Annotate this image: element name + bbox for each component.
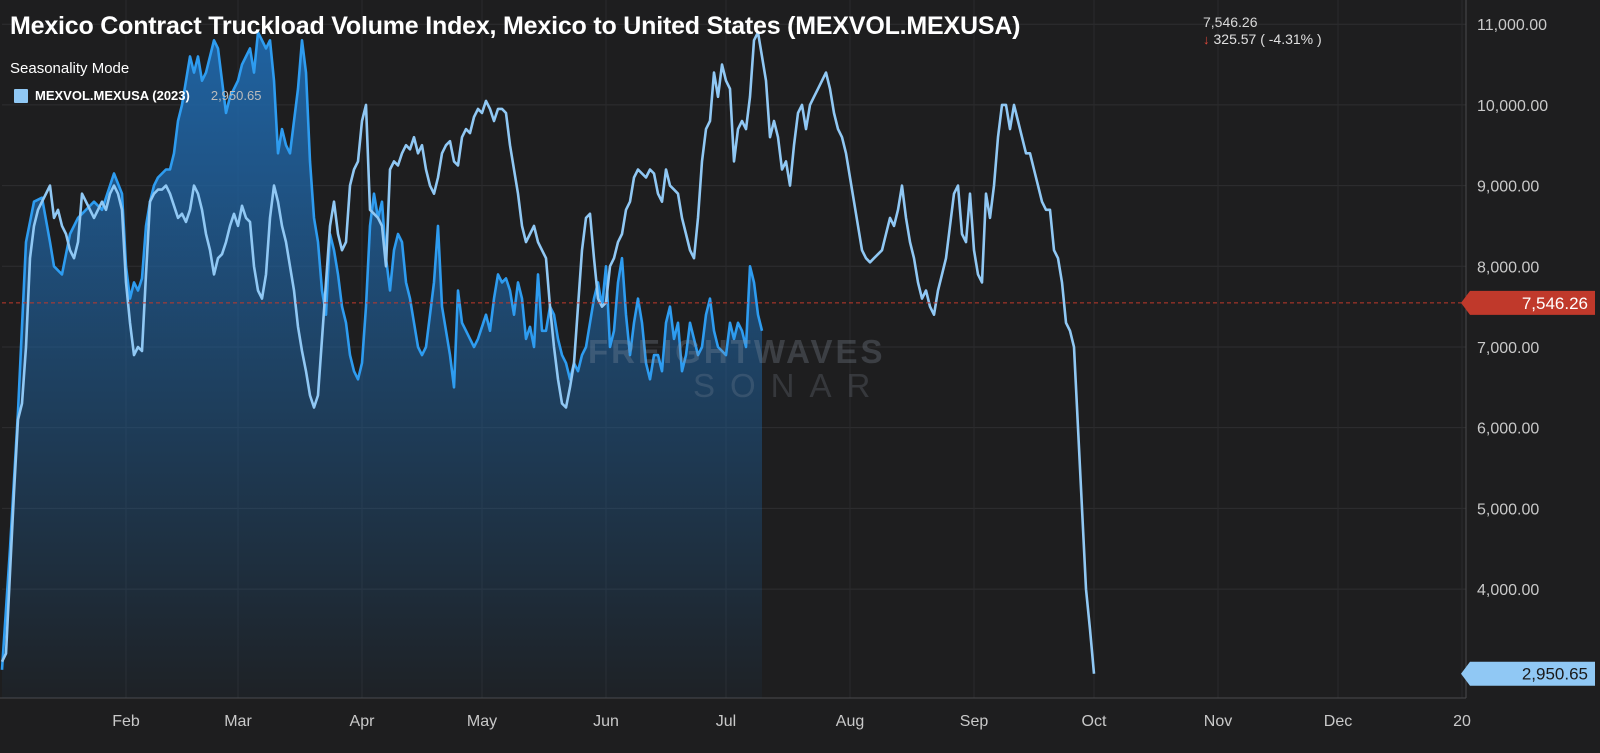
change-row: ↓ 325.57 ( -4.31% ) (1203, 31, 1322, 48)
x-tick-label: Sep (960, 713, 989, 730)
x-tick-label: Oct (1082, 713, 1107, 730)
y-tick-label: 7,000.00 (1477, 340, 1539, 357)
down-arrow-icon: ↓ (1203, 32, 1210, 47)
x-tick-label: Jun (593, 713, 619, 730)
end-value-badge-text: 2,950.65 (1522, 665, 1588, 684)
end-value-badge-bg (1461, 661, 1595, 686)
x-tick-label: Nov (1204, 713, 1232, 730)
x-tick-label: Mar (224, 713, 252, 730)
legend[interactable]: MEXVOL.MEXUSA (2023) 2,950.65 (14, 88, 261, 103)
quote-box: 7,546.26 ↓ 325.57 ( -4.31% ) (1203, 14, 1322, 48)
x-tick-label: May (467, 713, 497, 730)
x-tick-label: Apr (350, 713, 376, 730)
y-tick-label: 8,000.00 (1477, 259, 1539, 276)
legend-series-name: MEXVOL.MEXUSA (2023) (35, 88, 190, 103)
current-year-line (0, 30, 764, 670)
watermark-logo: FREIGHTWAVES (588, 333, 886, 370)
y-tick-label: 6,000.00 (1477, 421, 1539, 438)
x-tick-label: Jul (716, 713, 736, 730)
last-value-badge-text: 7,546.26 (1522, 294, 1588, 313)
y-tick-label: 5,000.00 (1477, 501, 1539, 518)
last-value-badge-bg (1461, 290, 1595, 315)
seasonality-mode-label: Seasonality Mode (10, 60, 130, 77)
y-tick-label: 10,000.00 (1477, 98, 1548, 115)
change-value: 325.57 ( -4.31% ) (1213, 31, 1322, 47)
watermark-sonar: SONAR (693, 367, 886, 404)
x-tick-label: Aug (836, 713, 864, 730)
last-value: 7,546.26 (1203, 14, 1258, 30)
y-tick-label: 9,000.00 (1477, 179, 1539, 196)
y-tick-label: 4,000.00 (1477, 582, 1539, 599)
legend-series-value: 2,950.65 (210, 88, 262, 103)
legend-swatch (14, 88, 28, 103)
series-2023-line (0, 30, 1096, 674)
x-tick-label: Feb (112, 713, 140, 730)
x-tick-label: 20 (1453, 713, 1471, 730)
y-tick-label: 11,000.00 (1477, 17, 1547, 34)
chart-title: Mexico Contract Truckload Volume Index, … (10, 12, 1021, 40)
x-tick-label: Dec (1324, 713, 1352, 730)
